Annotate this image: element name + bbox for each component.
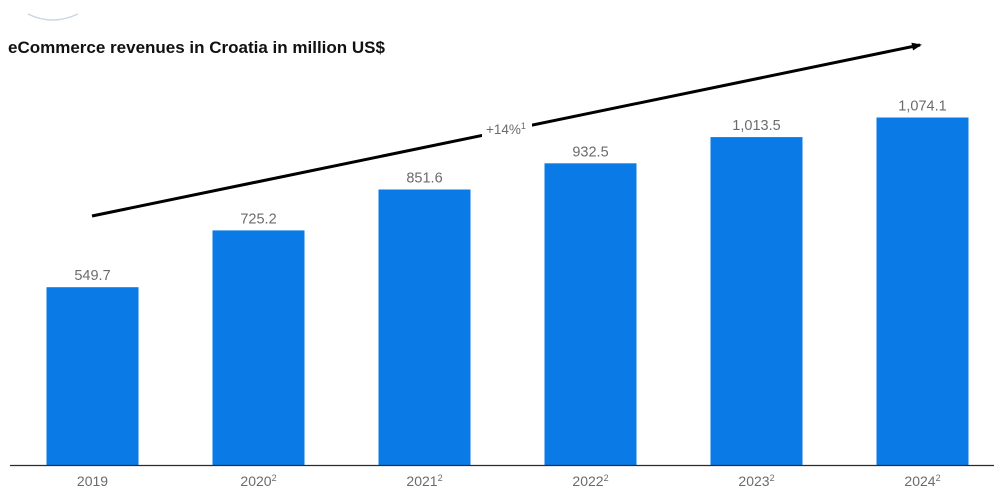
bar-2022 bbox=[544, 163, 637, 466]
chart-title: eCommerce revenues in Croatia in million… bbox=[8, 38, 386, 57]
x-tick-label-2024: 20242 bbox=[904, 473, 940, 489]
x-tick-label-2023: 20232 bbox=[738, 473, 774, 489]
decorative-arc bbox=[27, 13, 79, 21]
x-tick-label-2021: 20212 bbox=[406, 473, 442, 489]
bars-group bbox=[46, 117, 969, 466]
value-label-2020: 725.2 bbox=[240, 211, 276, 227]
value-label-2019: 549.7 bbox=[74, 268, 110, 284]
value-label-2024: 1,074.1 bbox=[898, 99, 946, 115]
cagr-footnote: 1 bbox=[521, 121, 526, 131]
value-label-2023: 1,013.5 bbox=[732, 118, 780, 134]
value-label-2021: 851.6 bbox=[406, 171, 442, 187]
bar-2024 bbox=[876, 117, 969, 465]
x-tick-label-2019: 2019 bbox=[77, 473, 108, 489]
bar-2023 bbox=[710, 137, 803, 465]
x-tick-label-2020: 20202 bbox=[240, 473, 276, 489]
bar-2020 bbox=[212, 230, 305, 465]
cagr-label-bg bbox=[482, 118, 532, 140]
x-tick-label-2022: 20222 bbox=[572, 473, 608, 489]
bar-2021 bbox=[378, 189, 471, 465]
value-labels-group: 549.7 725.2 851.6 932.5 1,013.5 1,074.1 bbox=[74, 99, 946, 285]
bar-2019 bbox=[46, 287, 139, 465]
x-tick-labels-group: 2019 20202 20212 20222 20232 20242 bbox=[77, 473, 941, 489]
value-label-2022: 932.5 bbox=[572, 144, 608, 160]
cagr-label: +14%1 bbox=[486, 121, 526, 137]
cagr-value: +14% bbox=[486, 122, 521, 137]
